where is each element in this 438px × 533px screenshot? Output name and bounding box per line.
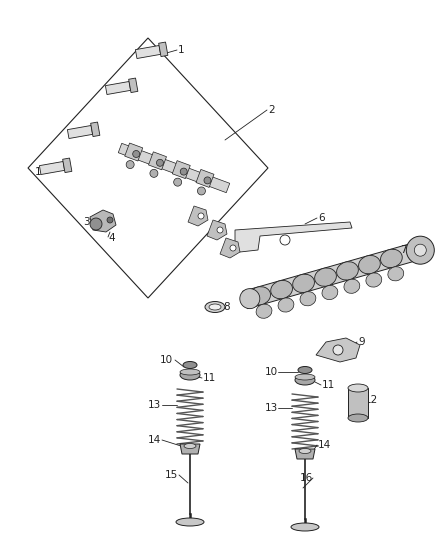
Circle shape (90, 218, 102, 230)
Ellipse shape (295, 375, 315, 385)
Polygon shape (235, 222, 352, 252)
Circle shape (198, 187, 205, 195)
Text: 8: 8 (223, 302, 230, 312)
Polygon shape (90, 210, 116, 232)
Circle shape (180, 168, 187, 175)
Text: 14: 14 (318, 440, 331, 450)
Text: 14: 14 (148, 435, 161, 445)
Text: 1: 1 (35, 167, 42, 177)
Circle shape (126, 160, 134, 168)
Ellipse shape (344, 279, 360, 293)
Ellipse shape (180, 369, 200, 375)
Circle shape (280, 235, 290, 245)
Circle shape (217, 227, 223, 233)
Polygon shape (172, 160, 190, 179)
Bar (348, 388, 368, 418)
Text: 6: 6 (318, 213, 325, 223)
Ellipse shape (348, 414, 368, 422)
Circle shape (406, 236, 434, 264)
Polygon shape (125, 143, 143, 161)
Polygon shape (106, 82, 131, 94)
Ellipse shape (293, 274, 314, 293)
Text: 15: 15 (165, 470, 178, 480)
Polygon shape (63, 158, 72, 173)
Ellipse shape (256, 304, 272, 318)
Circle shape (204, 177, 211, 184)
Ellipse shape (388, 266, 404, 281)
Circle shape (150, 169, 158, 177)
Text: 10: 10 (160, 355, 173, 365)
Ellipse shape (291, 523, 319, 531)
Text: 9: 9 (358, 337, 364, 347)
Polygon shape (243, 239, 431, 309)
Ellipse shape (184, 443, 196, 448)
Ellipse shape (176, 518, 204, 526)
Ellipse shape (278, 298, 294, 312)
Circle shape (333, 345, 343, 355)
Polygon shape (188, 206, 208, 226)
Circle shape (174, 178, 182, 186)
Text: 5: 5 (238, 237, 245, 247)
Ellipse shape (322, 286, 338, 300)
Ellipse shape (271, 280, 293, 299)
Polygon shape (91, 122, 100, 136)
Polygon shape (180, 444, 200, 454)
Text: 1: 1 (178, 45, 185, 55)
Ellipse shape (180, 370, 200, 380)
Text: 3: 3 (83, 217, 90, 227)
Ellipse shape (183, 361, 197, 368)
Circle shape (133, 150, 140, 157)
Ellipse shape (337, 262, 358, 280)
Polygon shape (39, 161, 64, 174)
Circle shape (414, 244, 426, 256)
Text: 11: 11 (203, 373, 216, 383)
Ellipse shape (300, 292, 316, 306)
Circle shape (230, 245, 236, 251)
Polygon shape (135, 45, 161, 59)
Text: 7: 7 (400, 245, 406, 255)
Polygon shape (129, 78, 138, 93)
Text: 11: 11 (322, 380, 335, 390)
Polygon shape (148, 152, 166, 170)
Polygon shape (118, 143, 230, 193)
Ellipse shape (348, 384, 368, 392)
Text: 13: 13 (265, 403, 278, 413)
Polygon shape (207, 220, 227, 240)
Circle shape (156, 159, 163, 166)
Text: 2: 2 (268, 105, 275, 115)
Ellipse shape (295, 374, 315, 380)
Ellipse shape (366, 273, 382, 287)
Ellipse shape (298, 367, 312, 374)
Polygon shape (67, 125, 92, 139)
Ellipse shape (299, 448, 311, 454)
Polygon shape (295, 449, 315, 459)
Circle shape (240, 289, 260, 309)
Circle shape (107, 217, 113, 223)
Text: 13: 13 (148, 400, 161, 410)
Text: 10: 10 (265, 367, 278, 377)
Polygon shape (316, 338, 360, 362)
Polygon shape (196, 169, 214, 188)
Text: 12: 12 (365, 395, 378, 405)
Ellipse shape (249, 287, 271, 305)
Polygon shape (220, 238, 240, 258)
Ellipse shape (359, 255, 380, 274)
Text: 16: 16 (300, 473, 313, 483)
Ellipse shape (381, 249, 402, 268)
Ellipse shape (209, 304, 221, 310)
Ellipse shape (205, 302, 225, 312)
Text: 4: 4 (108, 233, 115, 243)
Polygon shape (159, 42, 168, 56)
Circle shape (198, 213, 204, 219)
Ellipse shape (314, 268, 336, 286)
